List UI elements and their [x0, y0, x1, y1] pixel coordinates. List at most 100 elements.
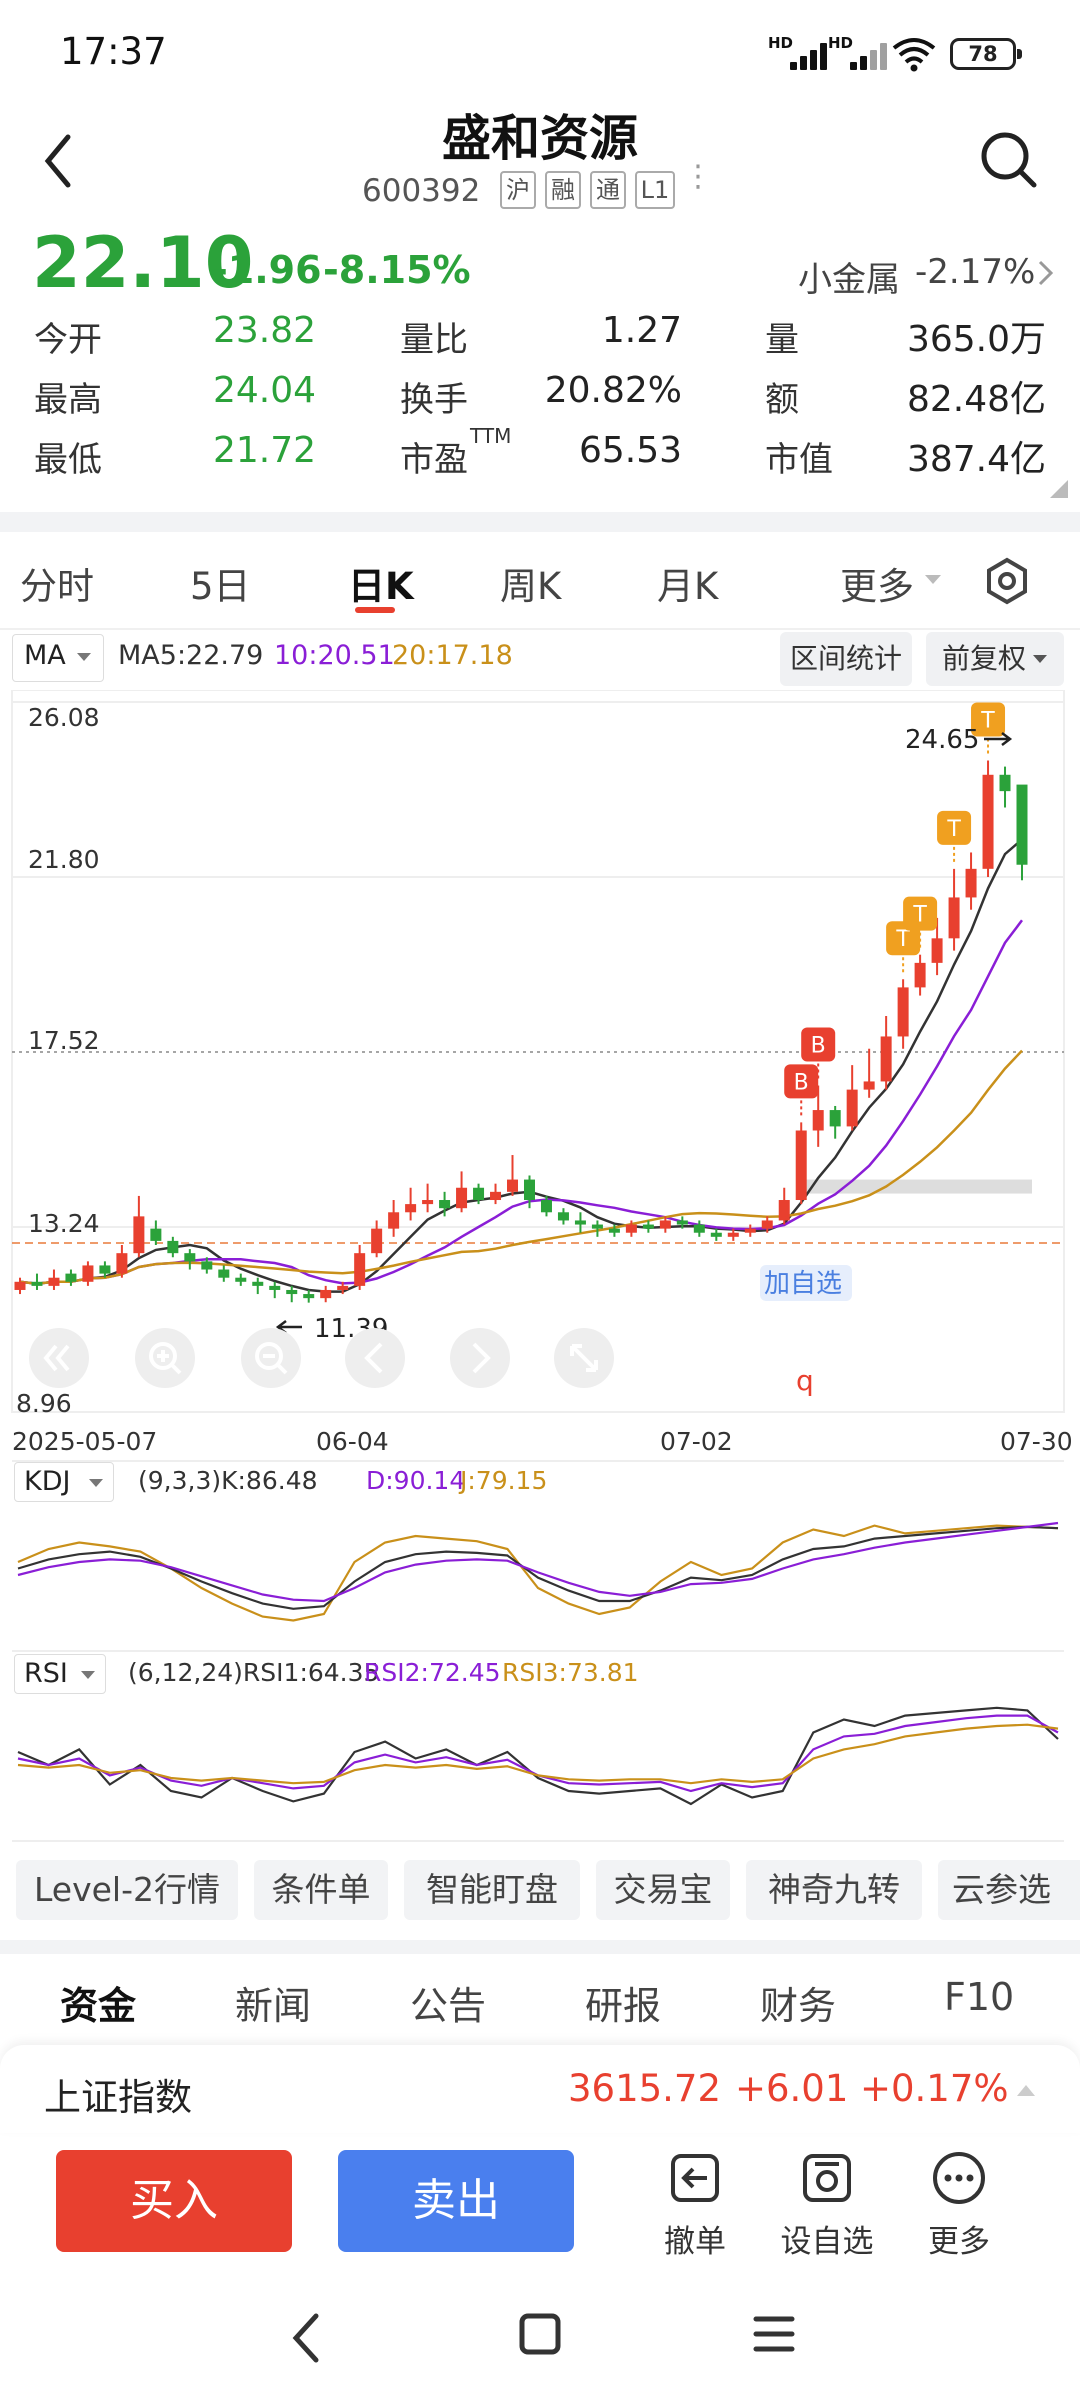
index-pct: +0.17% [860, 2067, 1009, 2110]
nav-home-icon[interactable] [518, 2312, 562, 2356]
stat-value: 365.0万 [906, 319, 1046, 360]
candle [982, 760, 994, 877]
chart-nav-controls [29, 1328, 614, 1388]
divider [0, 628, 1080, 630]
rsi-chart [17, 1706, 1059, 1806]
add-watch-chip[interactable] [760, 1265, 852, 1301]
adjust-select[interactable]: 前复权 [926, 632, 1064, 686]
index-value: 3615.72 [568, 2067, 722, 2110]
candle [1016, 784, 1028, 881]
caret-down-icon[interactable] [924, 574, 942, 586]
cancel-order-button[interactable]: 撤单 [640, 2150, 750, 2261]
nav-next-icon[interactable] [450, 1328, 510, 1388]
tab-daily-k[interactable]: 日K [348, 565, 414, 608]
tab-funds[interactable]: 资金 [60, 1984, 137, 2028]
ma-select-label[interactable]: MA [24, 640, 66, 671]
kdj-select[interactable] [14, 1462, 114, 1502]
more-dots-icon[interactable]: ⋮ [683, 159, 713, 194]
tab-f10[interactable]: F10 [944, 1975, 1015, 2019]
rsi-label[interactable]: RSI [24, 1658, 68, 1689]
more-button[interactable]: 更多 [904, 2150, 1014, 2261]
settings-icon[interactable] [982, 556, 1032, 606]
caret-down-icon[interactable] [80, 1670, 96, 1681]
y-tick-label: 13.24 [28, 1209, 100, 1238]
kdj-label[interactable]: KDJ [24, 1466, 71, 1497]
candle [490, 1183, 502, 1205]
rsi-select[interactable] [14, 1654, 106, 1694]
tab-research[interactable]: 研报 [585, 1984, 662, 2028]
kdj-chart [17, 1521, 1059, 1622]
candle [371, 1220, 383, 1258]
stat-label: 最低 [34, 440, 102, 480]
tab-news[interactable]: 新闻 [235, 1984, 312, 2028]
chip-trade-treasure[interactable]: 交易宝 [596, 1860, 730, 1920]
candle [591, 1220, 603, 1237]
candle [320, 1285, 332, 1303]
caret-down-icon[interactable] [88, 1478, 104, 1489]
signal-marker[interactable]: B [784, 1064, 819, 1119]
chip-level2[interactable]: Level-2行情 [16, 1860, 238, 1920]
stat-label: 量比 [400, 320, 468, 360]
divider [0, 1940, 1080, 1954]
status-bar: 17:37 HD HD 78 [0, 0, 1080, 100]
sell-button[interactable]: 卖出 [338, 2150, 574, 2252]
caret-up-icon[interactable] [1016, 2083, 1036, 2097]
search-icon[interactable] [978, 129, 1040, 191]
range-stats-button[interactable]: 区间统计 [780, 632, 912, 686]
candle [931, 917, 943, 976]
candle [523, 1175, 535, 1209]
ma-select[interactable] [12, 634, 104, 682]
nav-back-icon[interactable] [286, 2310, 326, 2366]
stat-value: 20.82% [544, 370, 682, 411]
candle [48, 1269, 60, 1290]
tab-5day[interactable]: 5日 [190, 565, 251, 608]
candle [897, 979, 909, 1049]
nav-menu-icon[interactable] [752, 2312, 796, 2356]
rsi1-line [17, 1706, 1059, 1806]
rsi-3: RSI3:73.81 [502, 1658, 639, 1687]
chip-cloud-select[interactable]: 云参选 [938, 1860, 1080, 1920]
nav-prev-icon[interactable] [345, 1328, 405, 1388]
svg-text:T: T [980, 708, 995, 733]
candle [880, 1016, 892, 1090]
svg-text:B: B [794, 1070, 809, 1095]
tag-sh: 沪 [500, 171, 536, 209]
index-bar[interactable]: 上证指数 3615.72 +6.01 +0.17% [0, 2045, 1080, 2133]
more-icon [933, 2152, 985, 2204]
set-watch-button[interactable]: 设自选 [772, 2150, 882, 2261]
tab-monthly-k[interactable]: 月K [657, 565, 719, 608]
tab-finance[interactable]: 财务 [760, 1984, 837, 2028]
pe-superscript: TTM [470, 424, 512, 448]
chip-smart-watch[interactable]: 智能盯盘 [404, 1860, 580, 1920]
tab-announcements[interactable]: 公告 [410, 1984, 487, 2028]
candle [795, 1122, 807, 1205]
tab-intraday[interactable]: 分时 [20, 565, 94, 608]
buy-button[interactable]: 买入 [56, 2150, 292, 2252]
kdj-d: D:90.14 [366, 1466, 466, 1495]
tab-weekly-k[interactable]: 周K [500, 565, 562, 608]
price: 22.10 [32, 222, 254, 304]
candle [999, 766, 1011, 808]
caret-down-icon[interactable] [76, 652, 92, 663]
q-marker: q [796, 1364, 814, 1397]
signal-icon [790, 40, 840, 70]
candle [201, 1257, 213, 1274]
candle [473, 1183, 485, 1205]
tag-l1: L1 [635, 171, 675, 209]
candle [269, 1281, 281, 1299]
signal-marker[interactable]: B [801, 1027, 836, 1082]
tab-more[interactable]: 更多 [840, 565, 914, 608]
chevron-right-icon[interactable] [1036, 258, 1056, 288]
candle [354, 1244, 366, 1290]
tag-connect: 通 [590, 171, 626, 209]
back-icon[interactable] [38, 131, 78, 191]
signal-marker[interactable]: T [937, 810, 972, 865]
sector-name[interactable]: 小金属 [798, 260, 900, 300]
chip-condition-order[interactable]: 条件单 [254, 1860, 388, 1920]
rsi-2: RSI2:72.45 [364, 1658, 501, 1687]
sector-pct[interactable]: -2.17% [915, 252, 1036, 292]
chip-nine-turns[interactable]: 神奇九转 [746, 1860, 922, 1920]
expand-corner-icon[interactable] [1048, 478, 1070, 500]
x-tick-label: 06-04 [316, 1427, 389, 1456]
